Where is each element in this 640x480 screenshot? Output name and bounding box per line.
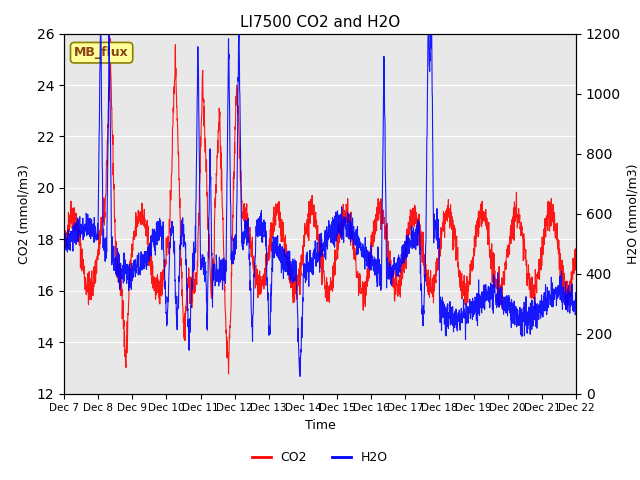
- X-axis label: Time: Time: [305, 419, 335, 432]
- Title: LI7500 CO2 and H2O: LI7500 CO2 and H2O: [240, 15, 400, 30]
- Y-axis label: CO2 (mmol/m3): CO2 (mmol/m3): [18, 164, 31, 264]
- Legend: CO2, H2O: CO2, H2O: [247, 446, 393, 469]
- Text: MB_flux: MB_flux: [74, 46, 129, 59]
- Y-axis label: H2O (mmol/m3): H2O (mmol/m3): [627, 163, 639, 264]
